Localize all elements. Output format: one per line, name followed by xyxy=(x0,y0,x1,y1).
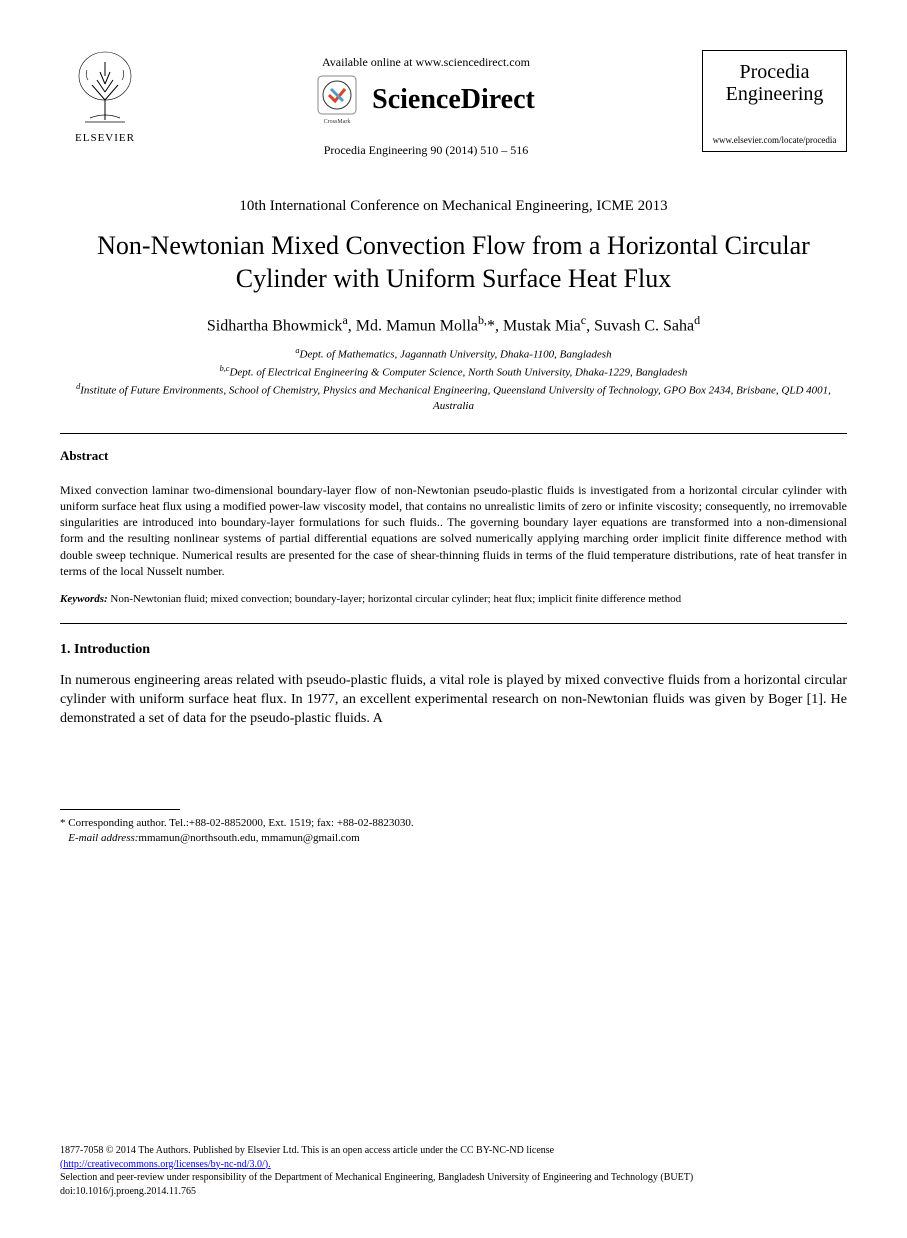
journal-box: Procedia Engineering www.elsevier.com/lo… xyxy=(702,50,847,152)
paper-title: Non-Newtonian Mixed Convection Flow from… xyxy=(60,230,847,295)
affiliations: aDept. of Mathematics, Jagannath Univers… xyxy=(60,345,847,415)
header-row: ELSEVIER Available online at www.science… xyxy=(60,50,847,158)
citation-line: Procedia Engineering 90 (2014) 510 – 516 xyxy=(160,143,692,158)
author-2-sup: b, xyxy=(478,313,487,327)
doi-line: doi:10.1016/j.proeng.2014.11.765 xyxy=(60,1185,847,1199)
keywords-text: Non-Newtonian fluid; mixed convection; b… xyxy=(108,593,681,605)
author-1-sup: a xyxy=(342,313,347,327)
authors-line: Sidhartha Bhowmicka, Md. Mamun Mollab,*,… xyxy=(60,313,847,335)
abstract-heading: Abstract xyxy=(60,448,847,464)
section-1-text: In numerous engineering areas related wi… xyxy=(60,672,847,729)
author-4-sup: d xyxy=(694,313,700,327)
rule-1 xyxy=(60,433,847,434)
author-2: Md. Mamun Molla xyxy=(356,317,478,334)
footer-block: 1877-7058 © 2014 The Authors. Published … xyxy=(60,1144,847,1198)
elsevier-logo-block: ELSEVIER xyxy=(60,50,150,144)
author-4: Suvash C. Saha xyxy=(594,317,694,334)
footer-line-1: 1877-7058 © 2014 The Authors. Published … xyxy=(60,1144,847,1158)
corresponding-author: * Corresponding author. Tel.:+88-02-8852… xyxy=(60,816,847,831)
license-link[interactable]: (http://creativecommons.org/licenses/by-… xyxy=(60,1159,271,1170)
journal-url: www.elsevier.com/locate/procedia xyxy=(711,135,838,145)
keywords-label: Keywords: xyxy=(60,593,108,605)
journal-name-line1: Procedia xyxy=(740,61,810,83)
keywords-line: Keywords: Non-Newtonian fluid; mixed con… xyxy=(60,593,847,605)
author-3: Mustak Mia xyxy=(503,317,581,334)
aff-d: Institute of Future Environments, School… xyxy=(80,385,831,412)
aff-a: Dept. of Mathematics, Jagannath Universi… xyxy=(300,349,612,361)
sciencedirect-logo-text: ScienceDirect xyxy=(372,84,535,116)
email-label: E-mail address: xyxy=(68,832,138,844)
abstract-text: Mixed convection laminar two-dimensional… xyxy=(60,482,847,579)
elsevier-label: ELSEVIER xyxy=(60,132,150,144)
available-online-text: Available online at www.sciencedirect.co… xyxy=(160,55,692,70)
footer-line-2: Selection and peer-review under responsi… xyxy=(60,1171,847,1185)
svg-text:CrossMark: CrossMark xyxy=(324,119,351,125)
aff-bc-sup: b,c xyxy=(220,364,230,373)
aff-bc: Dept. of Electrical Engineering & Comput… xyxy=(229,367,687,379)
center-header: Available online at www.sciencedirect.co… xyxy=(150,50,702,158)
author-3-sup: c xyxy=(581,313,586,327)
rule-2 xyxy=(60,623,847,624)
email-text: mmamun@northsouth.edu, mmamun@gmail.com xyxy=(138,832,359,844)
journal-name-line2: Engineering xyxy=(726,83,824,105)
footnote-separator xyxy=(60,809,180,810)
author-1: Sidhartha Bhowmick xyxy=(207,317,343,334)
journal-name: Procedia Engineering xyxy=(711,61,838,105)
crossmark-icon[interactable]: CrossMark xyxy=(317,75,357,125)
conference-line: 10th International Conference on Mechani… xyxy=(60,198,847,215)
section-1-heading: 1. Introduction xyxy=(60,642,847,658)
footnote-block: * Corresponding author. Tel.:+88-02-8852… xyxy=(60,816,847,847)
elsevier-tree-icon xyxy=(70,50,140,125)
